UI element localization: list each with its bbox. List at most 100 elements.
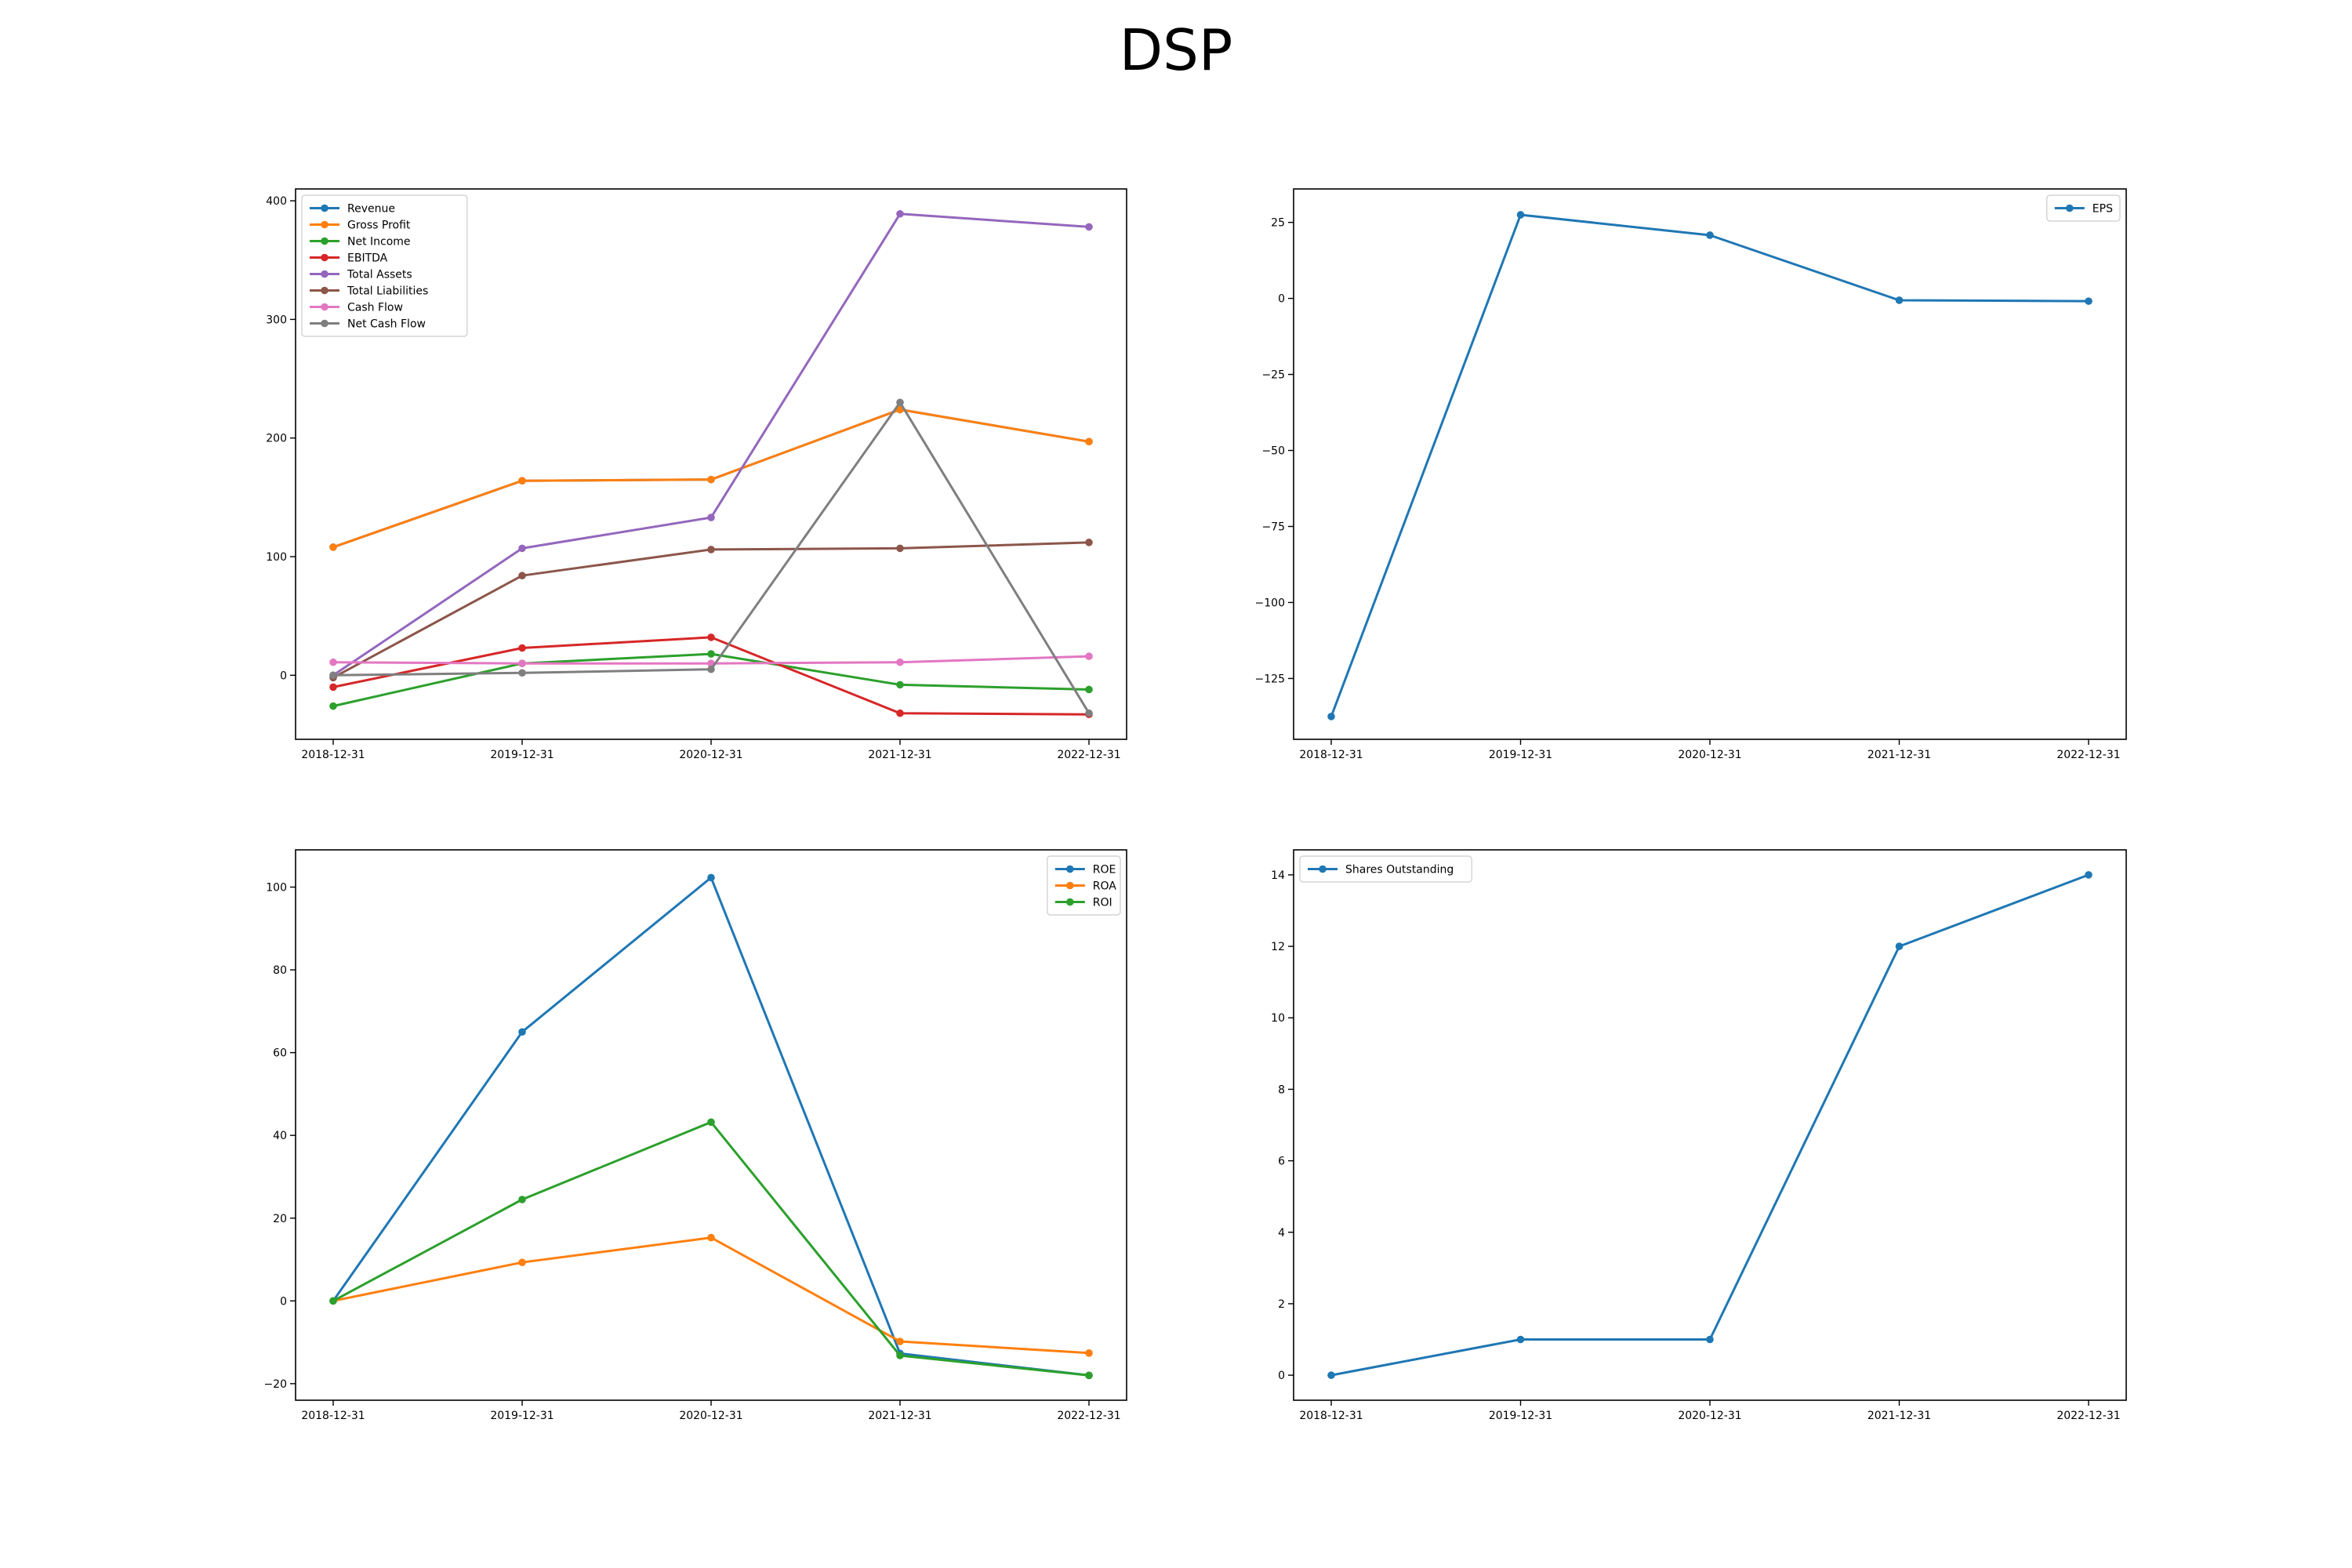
x-tick-label: 2022-12-31 (2056, 1410, 2120, 1422)
legend-label-cash-flow: Cash Flow (347, 302, 403, 314)
data-point-ebitda (707, 633, 715, 641)
data-point-net-cash-flow (896, 398, 904, 407)
data-point-gross-profit (1085, 437, 1093, 446)
legend-label-revenue: Revenue (347, 203, 395, 216)
x-tick-label: 2018-12-31 (1299, 749, 1363, 761)
data-point-shares-outstanding (1327, 1371, 1335, 1379)
data-point-shares-outstanding (1895, 942, 1904, 950)
data-point-net-income (329, 702, 337, 710)
data-point-roi (329, 1297, 337, 1305)
x-tick-label: 2021-12-31 (868, 1410, 931, 1422)
data-point-cash-flow (896, 658, 904, 666)
data-point-total-assets (1085, 223, 1093, 231)
legend-marker-ebitda (321, 253, 328, 262)
series-line-roe (332, 876, 1090, 1377)
x-tick-label: 2022-12-31 (1057, 749, 1120, 761)
x-tick-label: 2022-12-31 (1057, 1410, 1120, 1422)
data-point-shares-outstanding (1706, 1335, 1714, 1344)
y-tick-label: 80 (273, 964, 287, 977)
data-point-net-income (707, 650, 715, 658)
data-point-roi (518, 1196, 526, 1203)
y-tick-label: −75 (1261, 521, 1285, 534)
chart-title: DSP (1119, 17, 1233, 83)
legend-marker-net-income (321, 237, 328, 245)
y-tick-label: −100 (1255, 597, 1285, 609)
y-tick-label: −20 (263, 1378, 287, 1391)
legend-marker-net-cash-flow (321, 319, 328, 328)
legend-label-roa: ROA (1093, 880, 1117, 893)
y-tick-label: 10 (1271, 1012, 1285, 1025)
legend-label-eps: EPS (2092, 203, 2113, 216)
data-point-ebitda (896, 709, 904, 717)
subplot-3: −20 0 20 40 60 80 100 2018-12-31 2019-12-31 2020-… (263, 849, 1127, 1422)
data-point-total-assets (896, 209, 904, 218)
data-point-eps (1327, 713, 1335, 720)
data-point-gross-profit (707, 475, 715, 484)
subplot-1: 0 100 200 300 400 2018-12-31 2019-12-31 2020-12… (266, 188, 1127, 761)
data-point-roa (707, 1233, 715, 1242)
y-tick-label: 8 (1278, 1083, 1285, 1096)
y-tick-label: 14 (1271, 869, 1285, 882)
y-tick-label: 100 (266, 551, 287, 564)
data-point-roa (896, 1338, 904, 1345)
legend-marker-gross-profit (321, 220, 328, 229)
data-point-cash-flow (518, 659, 526, 667)
legend-label-gross-profit: Gross Profit (347, 220, 411, 232)
y-tick-label: 4 (1278, 1227, 1285, 1240)
y-tick-label: 2 (1278, 1298, 1285, 1311)
data-point-roi (1085, 1371, 1093, 1380)
data-point-ebitda (329, 683, 337, 691)
data-point-shares-outstanding (1516, 1335, 1525, 1344)
x-tick-label: 2018-12-31 (301, 749, 365, 761)
legend-label-net-income: Net Income (347, 236, 411, 249)
legend-label-total-assets: Total Assets (347, 269, 412, 281)
legend-marker-roe (1066, 865, 1074, 873)
data-point-eps (1706, 231, 1714, 239)
legend: ROE ROA ROI (1047, 855, 1121, 916)
legend-marker-total-liabilities (321, 286, 328, 295)
series-line-shares-outstanding (1330, 873, 2089, 1377)
legend-label-roi: ROI (1093, 897, 1112, 909)
y-tick-label: −50 (1261, 445, 1285, 458)
axes-frame (1293, 849, 2127, 1401)
data-point-net-cash-flow (329, 671, 337, 680)
legend: EPS (2046, 194, 2121, 222)
x-tick-label: 2019-12-31 (490, 1410, 554, 1422)
legend-label-total-liabilities: Total Liabilities (347, 285, 428, 298)
series-line-ebitda (332, 636, 1090, 716)
data-point-total-assets (518, 544, 526, 553)
y-tick-label: 20 (273, 1213, 287, 1225)
x-tick-label: 2021-12-31 (1867, 749, 1931, 761)
data-point-roa (1085, 1349, 1093, 1357)
legend-marker-revenue (321, 204, 328, 212)
data-point-ebitda (518, 644, 526, 652)
data-point-net-cash-flow (707, 665, 715, 673)
legend-label-net-cash-flow: Net Cash Flow (347, 318, 426, 331)
data-point-shares-outstanding (2085, 871, 2092, 879)
y-tick-label: 60 (273, 1047, 287, 1060)
x-tick-label: 2019-12-31 (1489, 1410, 1552, 1422)
data-point-eps (1895, 296, 1904, 304)
legend-box (1299, 855, 1472, 883)
y-tick-label: 200 (266, 433, 287, 445)
data-point-roi (896, 1352, 904, 1359)
y-tick-label: 0 (280, 1295, 287, 1308)
y-tick-label: 6 (1278, 1156, 1285, 1168)
data-point-total-assets (707, 514, 715, 521)
data-point-total-liabilities (896, 544, 904, 553)
subplot-2: −125 −100 −75 −50 −25 0 25 2018-12-31 2019-12-31… (1255, 188, 2127, 761)
data-point-total-liabilities (707, 546, 715, 554)
series-line-roa (332, 1236, 1090, 1355)
x-tick-label: 2018-12-31 (301, 1410, 365, 1422)
x-tick-label: 2020-12-31 (1678, 749, 1741, 761)
y-tick-label: 0 (280, 670, 287, 682)
data-point-roa (518, 1258, 526, 1267)
data-point-net-income (1085, 685, 1093, 694)
y-tick-label: −25 (1261, 369, 1285, 382)
y-tick-label: 40 (273, 1130, 287, 1142)
series-line-eps (1330, 213, 2089, 717)
legend-marker-cash-flow (321, 303, 328, 311)
data-point-net-cash-flow (518, 669, 526, 677)
subplot-4: 0 2 4 6 8 10 12 14 2018-12-31 2019-12-31 2020-12-3… (1271, 849, 2127, 1422)
